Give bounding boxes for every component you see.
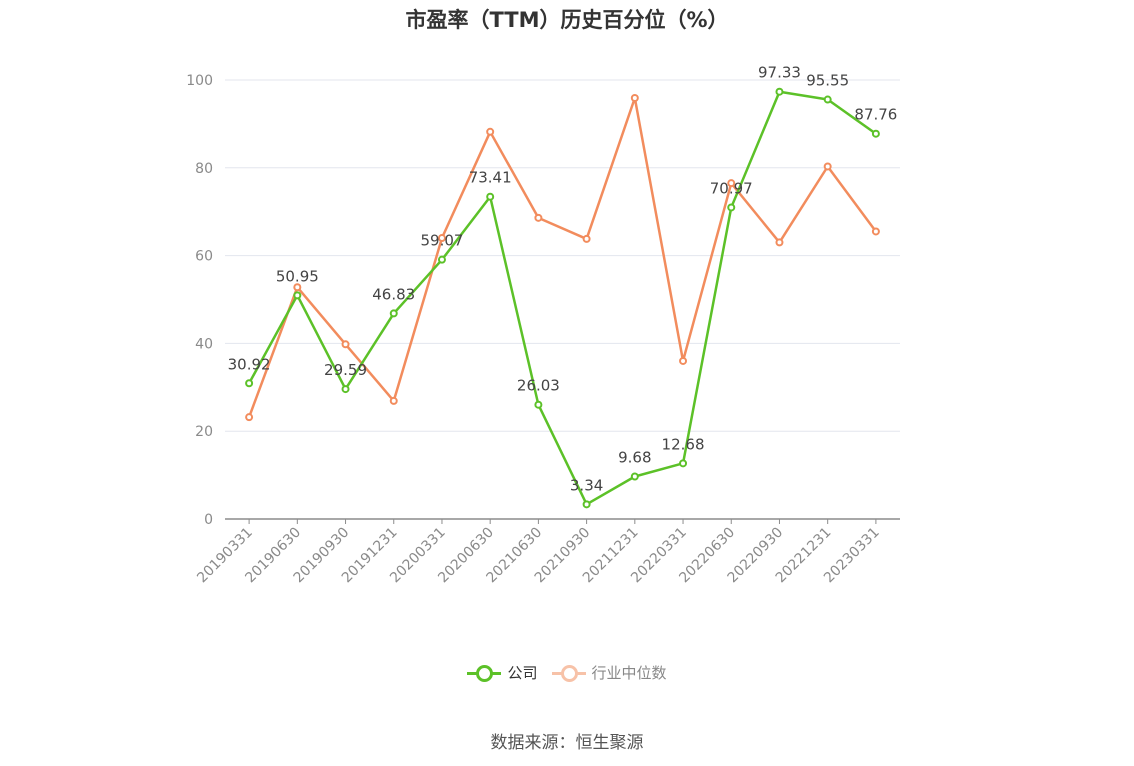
legend-industry-swatch — [551, 664, 586, 682]
data-label: 30.92 — [228, 355, 271, 373]
y-tick-label: 0 — [204, 512, 213, 528]
data-point-company — [437, 255, 446, 264]
data-labels: 30.92 50.95 29.59 46.83 59.07 73.41 26.03 3.34 9… — [228, 64, 898, 495]
data-point-industry — [871, 227, 880, 236]
data-label: 87.76 — [854, 106, 897, 124]
legend-company-label: 公司 — [507, 664, 538, 682]
data-label: 97.33 — [758, 64, 801, 82]
data-point-company — [823, 95, 832, 104]
data-point-industry — [823, 162, 832, 171]
y-tick-label: 60 — [195, 249, 213, 265]
data-point-company — [679, 459, 688, 468]
y-tick-label: 40 — [195, 336, 213, 352]
legend-item-industry[interactable]: 行业中位数 — [551, 662, 667, 683]
grid-lines — [225, 79, 900, 432]
data-label: 70.97 — [710, 179, 753, 197]
data-label: 9.68 — [618, 449, 651, 467]
data-label: 26.03 — [517, 377, 560, 395]
data-point-industry — [534, 213, 543, 222]
data-point-industry — [293, 283, 302, 292]
legend-item-company[interactable]: 公司 — [467, 662, 538, 683]
data-point-company — [630, 472, 639, 481]
data-point-company — [389, 309, 398, 318]
data-point-industry — [727, 179, 736, 188]
data-point-industry — [679, 356, 688, 365]
series-line-company — [248, 90, 877, 506]
data-point-company — [727, 203, 736, 212]
data-point-industry — [341, 340, 350, 349]
data-label: 46.83 — [372, 285, 415, 303]
chart-title: 市盈率（TTM）历史百分位（%） — [405, 8, 729, 32]
data-label: 95.55 — [806, 72, 849, 90]
data-point-industry — [582, 234, 591, 243]
data-label: 59.07 — [420, 232, 463, 250]
series-line-industry — [247, 96, 877, 418]
data-label: 50.95 — [276, 267, 319, 285]
data-point-company — [486, 192, 495, 201]
data-point-company — [534, 400, 543, 409]
data-point-company — [293, 291, 302, 300]
legend-company-swatch — [467, 664, 502, 682]
y-tick-label: 20 — [195, 424, 213, 440]
legend-industry-label: 行业中位数 — [591, 664, 667, 682]
data-label: 73.41 — [469, 169, 512, 187]
data-point-company — [871, 129, 880, 138]
data-point-industry — [630, 93, 639, 102]
legend: 公司 行业中位数 — [0, 662, 1134, 683]
data-point-company — [582, 500, 591, 509]
data-point-industry — [486, 127, 495, 136]
series — [245, 87, 880, 509]
data-point-industry — [389, 396, 398, 405]
data-label: 12.68 — [662, 435, 705, 453]
axes: 0204060801002019033120190630201909302019… — [186, 73, 900, 586]
data-point-company — [341, 385, 350, 394]
data-point-industry — [775, 238, 784, 247]
data-point-industry — [245, 413, 254, 422]
data-point-company — [245, 379, 254, 388]
y-tick-label: 80 — [195, 161, 213, 177]
data-label: 29.59 — [324, 361, 367, 379]
source-note: 数据来源：恒生聚源 — [490, 733, 644, 753]
data-label: 3.34 — [570, 476, 603, 494]
y-tick-label: 100 — [186, 73, 213, 89]
data-point-company — [775, 87, 784, 96]
data-point-industry — [437, 234, 446, 243]
